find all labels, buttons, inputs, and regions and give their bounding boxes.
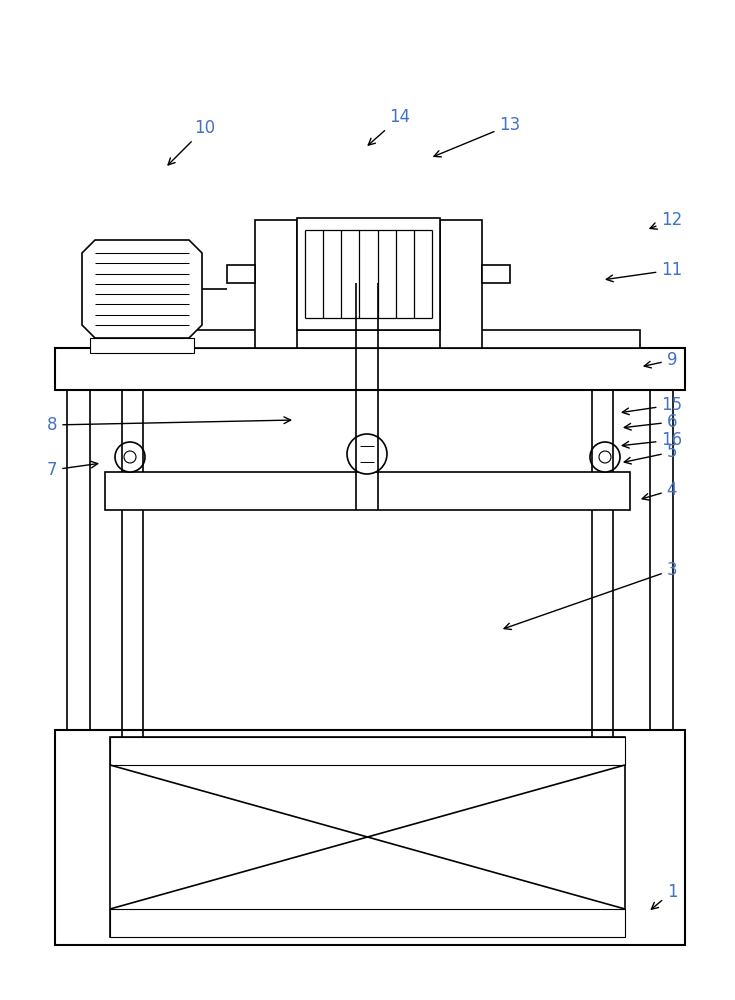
Bar	[90, 338, 194, 353]
Text: 12: 12	[650, 211, 683, 229]
Circle shape	[124, 451, 136, 463]
Text: 8: 8	[47, 416, 290, 434]
Bar	[482, 265, 510, 283]
Bar	[100, 330, 640, 348]
Text: 11: 11	[606, 261, 683, 282]
Text: 9: 9	[645, 351, 677, 369]
Bar	[110, 909, 625, 937]
Polygon shape	[82, 240, 202, 338]
Bar	[227, 265, 255, 283]
Bar	[255, 220, 297, 348]
Bar	[297, 218, 440, 330]
Text: 5: 5	[624, 443, 677, 464]
Circle shape	[115, 442, 145, 472]
Bar	[110, 737, 625, 937]
Circle shape	[590, 442, 620, 472]
Text: 10: 10	[168, 119, 215, 165]
Bar	[440, 220, 482, 348]
Bar	[105, 472, 630, 510]
Text: 15: 15	[623, 396, 683, 415]
Text: 16: 16	[623, 431, 683, 449]
Bar	[110, 737, 625, 765]
Circle shape	[599, 451, 611, 463]
Bar	[55, 348, 685, 390]
Text: 4: 4	[642, 481, 677, 500]
Bar	[55, 730, 685, 945]
Circle shape	[347, 434, 387, 474]
Text: 14: 14	[368, 108, 411, 145]
Text: 1: 1	[651, 883, 678, 909]
Text: 7: 7	[47, 461, 98, 479]
Text: 3: 3	[504, 561, 678, 630]
Text: 13: 13	[434, 116, 520, 157]
Text: 6: 6	[624, 413, 677, 431]
